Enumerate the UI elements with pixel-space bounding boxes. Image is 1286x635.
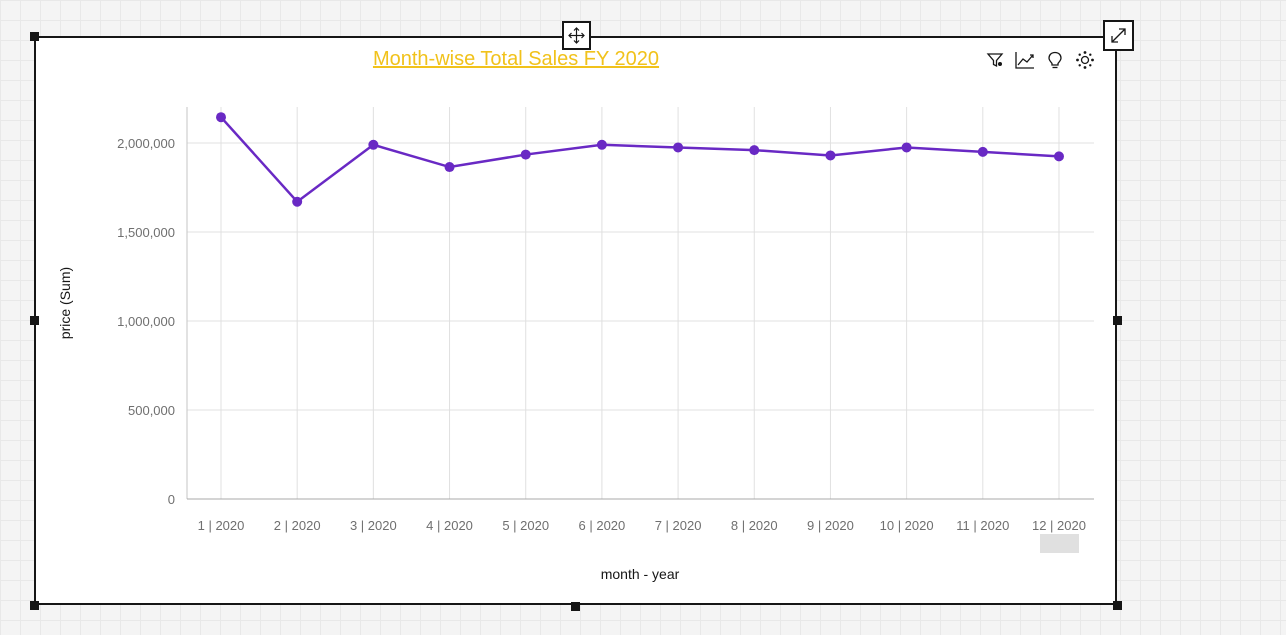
x-tick-label: 3 | 2020 [350, 518, 397, 533]
y-tick-label: 0 [168, 492, 175, 507]
x-axis-title: month - year [601, 566, 680, 582]
move-icon [568, 27, 585, 44]
x-tick-label: 11 | 2020 [956, 518, 1009, 533]
y-tick-label: 1,000,000 [117, 314, 175, 329]
expand-button[interactable] [1103, 20, 1134, 51]
data-point[interactable] [292, 196, 303, 207]
x-tick-label: 5 | 2020 [502, 518, 549, 533]
y-axis-title: price (Sum) [57, 267, 73, 339]
chart-axes [186, 107, 1094, 500]
chart-title[interactable]: Month-wise Total Sales FY 2020 [372, 48, 660, 70]
x-tick-label: 9 | 2020 [807, 518, 854, 533]
filter-button[interactable] [985, 49, 1005, 71]
resize-handle-middle-right[interactable] [1113, 316, 1122, 325]
resize-handle-bottom-right[interactable] [1113, 601, 1122, 610]
y-tick-label: 500,000 [128, 403, 175, 418]
expand-icon [1111, 28, 1126, 43]
resize-handle-bottom-left[interactable] [30, 601, 39, 610]
data-point[interactable] [825, 150, 836, 161]
y-tick-label: 2,000,000 [117, 136, 175, 151]
data-point[interactable] [520, 149, 531, 160]
x-tick-label: 4 | 2020 [426, 518, 473, 533]
move-handle[interactable] [562, 21, 591, 50]
data-point[interactable] [977, 146, 988, 157]
chart-series [216, 112, 1064, 207]
resize-handle-top-left[interactable] [30, 32, 39, 41]
x-tick-label: 6 | 2020 [579, 518, 626, 533]
x-tick-label: 10 | 2020 [880, 518, 934, 533]
series-line [220, 116, 1060, 204]
resize-handle-bottom-center[interactable] [571, 602, 580, 611]
filter-icon [986, 53, 1004, 68]
settings-icon [1076, 51, 1094, 69]
y-axis-ticks: 0 500,000 1,000,000 1,500,000 2,000,000 [117, 136, 175, 507]
x-tick-label: 7 | 2020 [655, 518, 702, 533]
x-tick-label: 2 | 2020 [274, 518, 321, 533]
chart-toolbar [985, 49, 1095, 71]
chart-grid [187, 107, 1094, 499]
data-point[interactable] [673, 142, 684, 153]
data-point[interactable] [216, 112, 226, 123]
resize-handle-middle-left[interactable] [30, 316, 39, 325]
data-point[interactable] [901, 142, 912, 153]
settings-button[interactable] [1075, 49, 1095, 71]
data-point[interactable] [368, 139, 379, 150]
x-tick-label: 8 | 2020 [731, 518, 778, 533]
x-tick-label: 12 | 2020 [1032, 518, 1086, 533]
chart-type-button[interactable] [1015, 49, 1035, 71]
data-point[interactable] [749, 145, 760, 156]
y-tick-label: 1,500,000 [117, 225, 175, 240]
selection-highlight [1040, 534, 1079, 553]
line-chart-icon [1015, 52, 1034, 69]
x-tick-label: 1 | 2020 [198, 518, 245, 533]
data-point[interactable] [1053, 151, 1064, 162]
data-point[interactable] [596, 139, 607, 150]
data-point[interactable] [444, 162, 455, 173]
lightbulb-icon [1048, 51, 1062, 68]
x-axis-ticks: 1 | 2020 2 | 2020 3 | 2020 4 | 2020 5 | 2020… [198, 518, 1086, 533]
insights-button[interactable] [1045, 49, 1065, 71]
